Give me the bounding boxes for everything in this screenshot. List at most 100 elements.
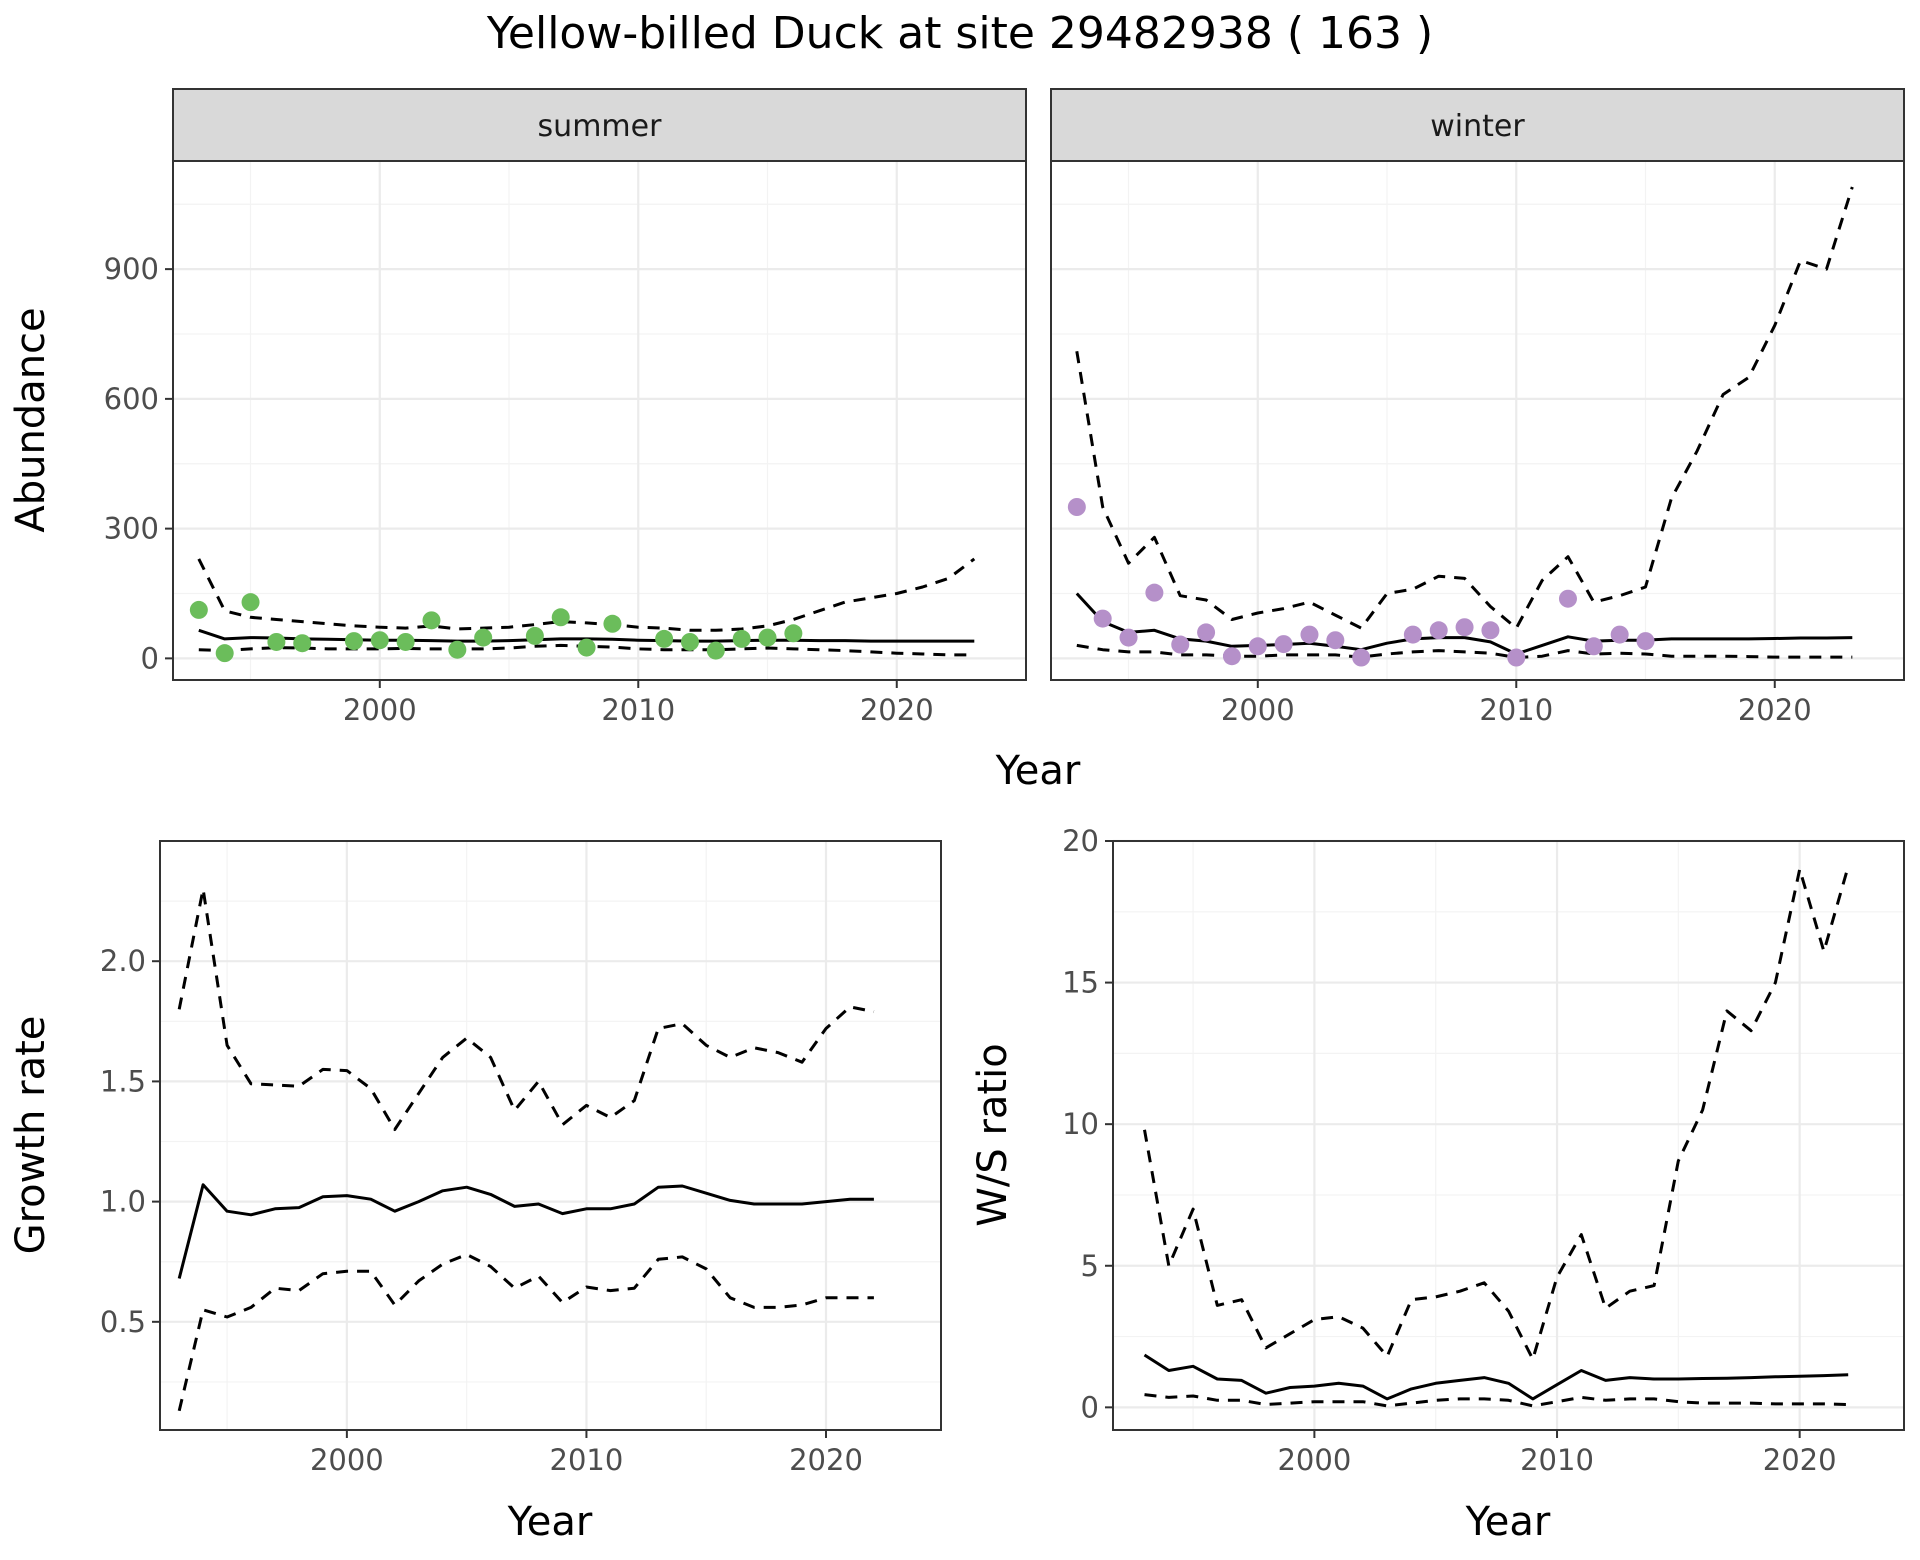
y-tick-label: 0.5 [100, 1305, 146, 1339]
x-tick-label: 2010 [1479, 693, 1553, 727]
x-ticks-summer: 2000 2010 2020 [343, 680, 934, 727]
y-tick-label: 15 [1062, 966, 1099, 1000]
data-point [1326, 631, 1345, 650]
data-point [1197, 623, 1216, 642]
data-point [1403, 625, 1422, 644]
data-point [1507, 648, 1526, 667]
series-ws [1143, 866, 1850, 1408]
data-point [1119, 628, 1138, 647]
panel-summer: summer 0 300 600 900 2000 2010 2020 [104, 88, 1027, 727]
panel-growth-rate: 0.5 1.0 1.5 2.0 2000 2010 2020 [100, 840, 942, 1477]
y-ticks-growth: 0.5 1.0 1.5 2.0 [100, 944, 160, 1339]
data-point [1171, 635, 1190, 654]
data-point [1222, 647, 1241, 666]
grid-growth [160, 841, 941, 1430]
series-growth [177, 887, 875, 1412]
x-tick-label: 2020 [1763, 1443, 1837, 1477]
data-point [758, 628, 777, 647]
data-point [1584, 637, 1603, 656]
series-line-estimate [1143, 1353, 1849, 1401]
frame-winter [1050, 160, 1905, 681]
plot-area-summer [173, 161, 1026, 680]
x-tick-label: 2010 [1520, 1443, 1594, 1477]
x-axis-title-top: Year [995, 748, 1081, 794]
data-point [551, 608, 570, 627]
y-tick-label: 10 [1062, 1107, 1099, 1141]
panel-winter: winter 2000 2010 2020 [1050, 88, 1905, 727]
x-tick-label: 2020 [789, 1443, 863, 1477]
series-line-upper [1075, 186, 1854, 630]
data-point [448, 640, 467, 659]
x-tick-label: 2020 [860, 693, 934, 727]
plot-area-ws [1113, 841, 1904, 1430]
x-tick-label: 2010 [550, 1443, 624, 1477]
x-ticks-winter: 2000 2010 2020 [1221, 680, 1812, 727]
plot-area-growth [160, 841, 941, 1430]
data-point [1093, 609, 1112, 628]
y-tick-label: 20 [1062, 824, 1099, 858]
data-point [370, 631, 389, 650]
data-point [1145, 583, 1164, 602]
y-ticks-summer: 0 300 600 900 [104, 252, 173, 675]
x-axis-title-ws: Year [1465, 1499, 1551, 1545]
y-tick-label: 1.0 [100, 1185, 146, 1219]
x-tick-label: 2010 [601, 693, 675, 727]
x-tick-label: 2000 [1277, 1443, 1351, 1477]
y-tick-label: 5 [1081, 1249, 1099, 1283]
x-ticks-growth: 2000 2010 2020 [310, 1430, 863, 1477]
strip-summer [172, 88, 1027, 162]
data-point [603, 614, 622, 633]
data-point [784, 624, 803, 643]
data-point [189, 600, 208, 619]
frame-summer [172, 160, 1027, 681]
data-point [267, 632, 286, 651]
data-point [1558, 589, 1577, 608]
y-axis-title-abundance: Abundance [8, 307, 54, 532]
data-point [1274, 635, 1293, 654]
points-summer [189, 593, 803, 663]
x-ticks-ws: 2000 2010 2020 [1277, 1430, 1837, 1477]
y-ticks-ws: 0 5 10 15 20 [1062, 824, 1113, 1424]
data-point [525, 626, 544, 645]
x-tick-label: 2000 [1221, 693, 1295, 727]
data-point [1067, 498, 1086, 516]
data-point [706, 641, 725, 660]
data-point [241, 593, 260, 612]
data-point [1610, 625, 1629, 644]
y-tick-label: 600 [104, 382, 159, 416]
series-line-estimate [177, 1183, 874, 1279]
x-tick-label: 2000 [310, 1443, 384, 1477]
data-point [1481, 621, 1500, 640]
y-axis-title-growth: Growth rate [8, 1016, 54, 1255]
data-point [474, 628, 493, 647]
data-point [422, 611, 441, 630]
panel-ws-ratio: 0 5 10 15 20 2000 2010 2020 [1062, 824, 1905, 1477]
x-tick-label: 2020 [1738, 693, 1812, 727]
data-point [1248, 637, 1267, 656]
frame-ws [1112, 840, 1905, 1431]
strip-label-winter: winter [1430, 109, 1525, 144]
y-tick-label: 1.5 [100, 1064, 146, 1098]
data-point [655, 629, 674, 648]
y-tick-label: 900 [104, 252, 159, 286]
y-tick-label: 300 [104, 512, 159, 546]
series-line-upper [197, 557, 976, 632]
chart-title: Yellow-billed Duck at site 29482938 ( 16… [486, 8, 1433, 59]
series-line-lower [1144, 1393, 1849, 1408]
data-point [396, 632, 415, 651]
data-point [577, 638, 596, 657]
frame-growth [159, 840, 942, 1431]
data-point [1300, 625, 1319, 644]
data-point [1352, 648, 1371, 667]
data-point [732, 629, 751, 648]
data-point [1455, 618, 1474, 637]
series-line-upper [1143, 866, 1850, 1361]
data-point [680, 632, 699, 651]
data-point [215, 644, 234, 663]
grid-ws [1113, 839, 1904, 1430]
points-winter [1067, 498, 1655, 667]
plot-area-winter [1051, 161, 1904, 680]
data-point [1429, 621, 1448, 640]
y-axis-title-ws: W/S ratio [970, 1043, 1016, 1226]
